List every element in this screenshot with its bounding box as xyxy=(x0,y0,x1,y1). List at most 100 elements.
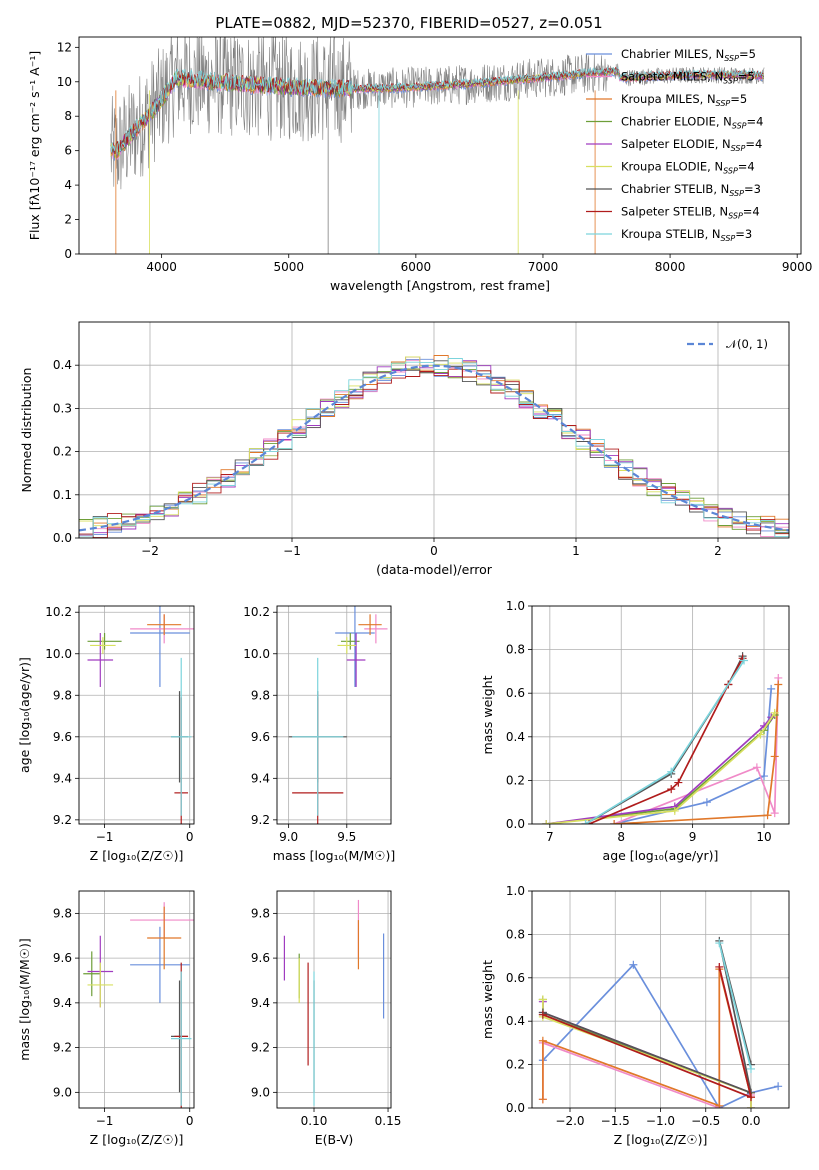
legend-subscript: SSP xyxy=(716,99,731,108)
axes-frame xyxy=(531,605,790,825)
y-tick-label: 9.2 xyxy=(251,1041,270,1055)
x-axis-label: Z [log₁₀(Z/Z☉)] xyxy=(614,1132,708,1147)
plot-area xyxy=(79,606,194,824)
y-tick-label: 0.0 xyxy=(506,817,525,831)
legend-entry: Kroupa STELIB, NSSP=3 xyxy=(621,227,752,243)
legend-entry: Chabrier STELIB, NSSP=3 xyxy=(621,182,761,198)
x-tick-label: 6000 xyxy=(401,260,432,274)
x-tick-label: 0 xyxy=(186,830,194,844)
panel-age_vs_mass: 9.0 9.5 9.2 9.4 9.6 9.8 10.0 10.2 mass [log₁₀(M/… xyxy=(243,605,395,863)
series-line xyxy=(614,684,780,824)
y-tick-label: 1.0 xyxy=(506,884,525,898)
y-tick-label: 9.2 xyxy=(53,1041,72,1055)
x-axis-label: age [log₁₀(age/yr)] xyxy=(603,848,719,863)
series-marker xyxy=(746,1093,755,1102)
series-line xyxy=(546,714,776,824)
normal-reference-curve xyxy=(79,364,789,532)
y-tick-label: 0.3 xyxy=(53,401,72,415)
y-tick-label: 0.1 xyxy=(53,488,72,502)
y-tick-label: 10.2 xyxy=(243,605,270,619)
y-tick-label: 2 xyxy=(64,213,72,227)
plot-area xyxy=(277,891,391,1108)
x-tick-label: −1 xyxy=(96,1114,114,1128)
plot-area xyxy=(79,322,789,538)
y-tick-label: 9.0 xyxy=(251,1085,270,1099)
x-tick-label: 5000 xyxy=(273,260,304,274)
x-tick-label: 9000 xyxy=(782,260,813,274)
y-tick-label: 9.6 xyxy=(53,730,72,744)
x-tick-label: −1 xyxy=(283,544,301,558)
legend-suffix: =4 xyxy=(743,205,760,219)
legend-entry: Kroupa ELODIE, NSSP=4 xyxy=(621,160,755,176)
y-tick-label: 0.0 xyxy=(506,1101,525,1115)
series-marker xyxy=(610,820,619,824)
legend-entry: Kroupa MILES, NSSP=5 xyxy=(621,92,747,108)
series-line xyxy=(542,963,779,1108)
series-line xyxy=(585,655,744,824)
series-marker xyxy=(538,1095,547,1104)
x-tick-label: 8 xyxy=(617,830,625,844)
spectrum-model-line xyxy=(110,67,764,155)
x-tick-label: 9 xyxy=(689,830,697,844)
legend-entry: Chabrier MILES, NSSP=5 xyxy=(621,47,756,63)
x-tick-label: 7000 xyxy=(528,260,559,274)
plot-area xyxy=(277,606,391,824)
legend-suffix: =5 xyxy=(739,47,756,61)
y-tick-label: 0.6 xyxy=(506,971,525,985)
y-tick-label: 9.4 xyxy=(53,771,72,785)
x-axis-label: Z [log₁₀(Z/Z☉)] xyxy=(90,1132,184,1147)
plot-area xyxy=(532,891,789,1108)
y-tick-label: 0 xyxy=(64,247,72,261)
y-tick-label: 0.2 xyxy=(506,773,525,787)
legend-suffix: =3 xyxy=(744,182,761,196)
x-tick-label: 0.0 xyxy=(741,1114,760,1128)
series-marker xyxy=(715,939,724,948)
series-marker xyxy=(542,820,551,824)
series-line xyxy=(585,660,745,824)
y-tick-label: 9.8 xyxy=(251,906,270,920)
legend-suffix: =5 xyxy=(730,92,747,106)
series-line xyxy=(588,657,744,824)
y-tick-label: 10.0 xyxy=(45,647,72,661)
y-tick-label: 8 xyxy=(64,109,72,123)
y-tick-label: 0.6 xyxy=(506,686,525,700)
x-tick-label: 9.0 xyxy=(279,830,298,844)
legend-suffix: =5 xyxy=(738,70,755,84)
legend-subscript: SSP xyxy=(723,167,738,176)
chart-title: PLATE=0882, MJD=52370, FIBERID=0527, z=0… xyxy=(215,14,602,32)
y-tick-label: 9.6 xyxy=(251,951,270,965)
legend-suffix: =4 xyxy=(745,137,762,151)
y-tick-label: 9.8 xyxy=(53,688,72,702)
panel-spectrum: 4000 5000 6000 7000 8000 9000 0 2 4 6 8 10 12 wavelen… xyxy=(27,14,812,293)
x-tick-label: 2 xyxy=(714,544,722,558)
series-marker xyxy=(752,763,761,772)
y-tick-label: 4 xyxy=(64,178,72,192)
y-tick-label: 0.4 xyxy=(506,730,525,744)
legend-subscript: SSP xyxy=(723,77,738,86)
x-axis-label: E(B-V) xyxy=(315,1132,354,1147)
legend-suffix: =4 xyxy=(747,115,764,129)
y-tick-label: 6 xyxy=(64,144,72,158)
y-axis-label: mass weight xyxy=(480,960,495,1039)
y-axis-label: Normed distribution xyxy=(19,368,34,493)
histogram-step xyxy=(79,368,789,538)
x-tick-label: −1 xyxy=(96,830,114,844)
legend-subscript: SSP xyxy=(729,189,744,198)
y-tick-label: 1.0 xyxy=(506,599,525,613)
series-marker xyxy=(774,1082,783,1091)
series-marker xyxy=(763,811,772,820)
series-line xyxy=(546,716,772,824)
series-marker xyxy=(667,785,676,794)
series-marker xyxy=(740,656,749,665)
series-marker xyxy=(702,798,711,807)
y-tick-label: 0.8 xyxy=(506,927,525,941)
x-tick-label: 4000 xyxy=(146,260,177,274)
axes-frame xyxy=(78,890,195,1109)
axes-frame xyxy=(276,890,392,1109)
y-tick-label: 9.4 xyxy=(251,996,270,1010)
series-marker xyxy=(767,684,776,693)
series-marker xyxy=(756,730,765,739)
series-marker xyxy=(715,1101,724,1108)
y-axis-label: Flux [fλ10⁻¹⁷ erg cm⁻² s⁻¹ A⁻¹] xyxy=(27,51,42,240)
y-tick-label: 12 xyxy=(57,40,72,54)
